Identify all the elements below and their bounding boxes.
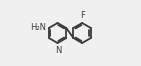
Text: H₂N: H₂N	[30, 23, 46, 32]
Text: F: F	[80, 11, 85, 20]
Text: N: N	[55, 46, 61, 55]
